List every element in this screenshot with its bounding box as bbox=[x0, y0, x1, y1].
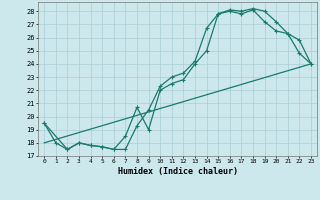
X-axis label: Humidex (Indice chaleur): Humidex (Indice chaleur) bbox=[118, 167, 238, 176]
